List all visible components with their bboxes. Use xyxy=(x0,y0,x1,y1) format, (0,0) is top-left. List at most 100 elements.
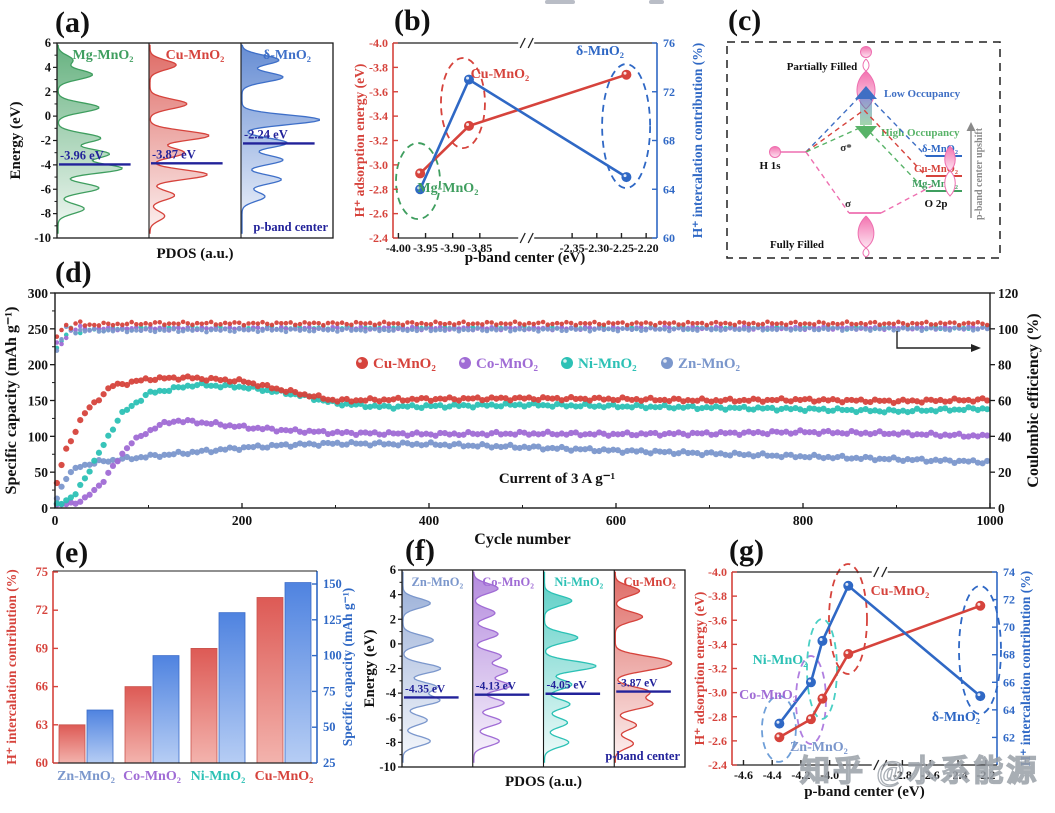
tick-label: 60 xyxy=(998,394,1012,409)
o2p-level-label: δ-MnO₂ xyxy=(922,144,958,155)
capacity-dot xyxy=(114,458,121,465)
capacity-dot xyxy=(137,432,145,440)
capacity-dot xyxy=(483,432,491,439)
capacity-dot xyxy=(960,433,967,440)
capacity-dot xyxy=(876,428,883,435)
efficiency-dot xyxy=(961,321,967,326)
panel-g-chart: -4.0 -3.8 -3.6 -3.4 -3.2 -3.0 -2.8 -2.6 -2.4 74 72… xyxy=(692,563,1033,800)
capacity-dot xyxy=(783,404,790,411)
efficiency-dot xyxy=(517,321,522,326)
tick-label: 0 xyxy=(390,637,396,651)
capacity-dot xyxy=(142,454,149,461)
efficiency-dot xyxy=(479,322,485,327)
y-axis-title-right: H⁺ intercalation contribution (%) xyxy=(1018,571,1033,767)
efficiency-dot xyxy=(367,326,373,332)
capacity-dot xyxy=(600,446,607,453)
capacity-dot xyxy=(942,456,949,463)
efficiency-dot xyxy=(157,327,163,333)
efficiency-dot xyxy=(821,320,826,326)
efficiency-dot xyxy=(783,322,789,328)
capacity-dot xyxy=(371,440,378,447)
capacity-dot xyxy=(502,430,509,437)
capacity-dot xyxy=(264,444,271,451)
capacity-dot xyxy=(497,394,505,401)
efficiency-dot xyxy=(807,325,812,330)
capacity-dot xyxy=(661,449,668,456)
capacity-dot xyxy=(764,431,771,438)
capacity-dot xyxy=(170,418,177,425)
capacity-dot xyxy=(404,397,411,404)
capacity-dot xyxy=(745,451,752,458)
efficiency-dot xyxy=(414,328,420,334)
capacity-dot xyxy=(105,385,112,392)
capacity-dot xyxy=(390,405,397,412)
efficiency-dot xyxy=(176,325,181,331)
efficiency-dot xyxy=(456,328,462,334)
capacity-dot xyxy=(726,429,734,436)
capacity-dot xyxy=(927,457,935,465)
efficiency-dot xyxy=(779,325,784,330)
axis-break xyxy=(881,566,888,578)
capacity-dot xyxy=(815,397,822,404)
efficiency-dot xyxy=(437,327,443,333)
efficiency-dot xyxy=(437,320,443,326)
efficiency-dot xyxy=(414,321,420,327)
capacity-dot xyxy=(170,451,177,458)
tick-label: -2.4 xyxy=(708,758,727,772)
efficiency-dot xyxy=(484,328,490,334)
capacity-dot xyxy=(165,420,173,427)
efficiency-dot xyxy=(236,326,242,332)
capacity-dot xyxy=(525,431,533,438)
capacity-dot xyxy=(876,408,883,415)
capacity-dot xyxy=(371,429,378,436)
efficiency-dot xyxy=(573,327,579,332)
capacity-dot xyxy=(596,394,603,401)
capacity-dot xyxy=(778,395,785,402)
capacity-dot xyxy=(937,457,944,465)
legend-marker-highlight xyxy=(461,359,465,363)
capacity-dot xyxy=(95,482,103,489)
capacity-dot xyxy=(694,449,701,457)
capacity-dot xyxy=(287,391,294,398)
efficiency-dot xyxy=(938,320,943,326)
capacity-dot xyxy=(610,401,617,408)
capacity-dot xyxy=(306,393,313,400)
tick-label: 66 xyxy=(36,680,49,694)
efficiency-dot xyxy=(980,325,985,330)
capacity-dot xyxy=(853,408,860,416)
capacity-dot xyxy=(381,402,388,409)
efficiency-dot xyxy=(933,322,939,327)
tick-label: 2 xyxy=(45,85,51,99)
tick-label: 1000 xyxy=(977,513,1004,528)
sigma-star-label: σ* xyxy=(840,142,852,154)
capacity-dot xyxy=(530,430,537,437)
capacity-dot xyxy=(881,397,888,404)
capacity-dot xyxy=(764,404,771,412)
capacity-dot xyxy=(151,451,159,459)
efficiency-dot xyxy=(199,327,205,333)
capacity-dot xyxy=(549,430,556,438)
capacity-dot xyxy=(525,394,533,401)
efficiency-dot xyxy=(274,320,279,326)
efficiency-dot xyxy=(204,320,209,326)
capacity-dot xyxy=(329,430,336,437)
capacity-dot xyxy=(376,403,383,411)
capacity-dot xyxy=(231,384,238,391)
capacity-dot xyxy=(254,383,261,390)
capacity-dot xyxy=(128,378,135,385)
efficiency-dot xyxy=(648,325,653,331)
capacity-dot xyxy=(385,403,392,410)
capacity-dot xyxy=(984,397,991,404)
efficiency-dot xyxy=(517,326,522,332)
efficiency-dot xyxy=(984,326,990,332)
efficiency-dot xyxy=(134,328,139,333)
capacity-dot xyxy=(194,381,201,389)
capacity-dot xyxy=(871,430,879,437)
tick-label: 75 xyxy=(36,565,49,579)
tick-label: -4.0 xyxy=(369,36,388,50)
category-label: Zn-MnO₂ xyxy=(57,769,115,784)
panel-e-chart: Zn-MnO₂ Co-MnO₂ Ni-MnO₂ Cu-MnO₂ 60 63 66 69 72 75… xyxy=(4,565,355,784)
capacity-dot xyxy=(890,454,897,461)
capacity-dot xyxy=(698,452,706,459)
capacity-dot xyxy=(970,405,977,412)
